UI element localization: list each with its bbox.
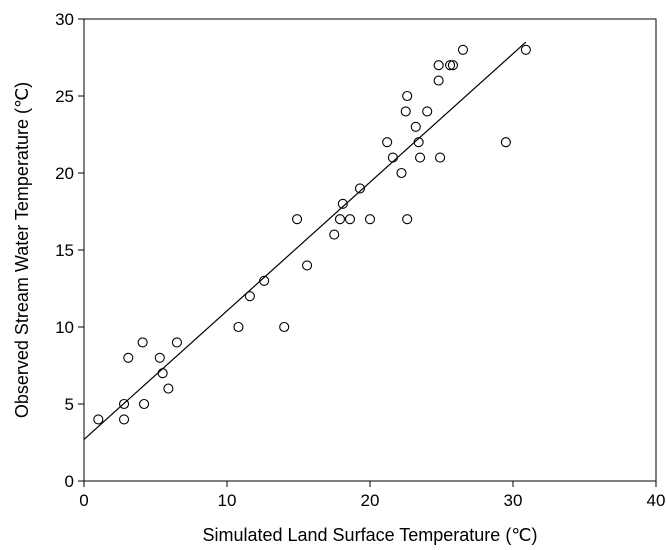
- x-tick-label: 30: [504, 491, 523, 510]
- data-point: [500, 137, 511, 148]
- data-point: [233, 321, 244, 333]
- data-point: [410, 121, 421, 132]
- data-point: [413, 137, 424, 148]
- data-point: [329, 229, 340, 240]
- data-point: [334, 214, 346, 225]
- data-point: [344, 214, 356, 225]
- data-point: [402, 214, 413, 225]
- y-tick-label: 30: [55, 10, 74, 29]
- x-tick-label: 10: [218, 491, 237, 510]
- data-point: [364, 214, 376, 225]
- data-point: [396, 167, 407, 179]
- data-point: [279, 321, 290, 333]
- data-point: [435, 152, 446, 163]
- data-point: [433, 60, 444, 71]
- data-point: [354, 183, 366, 194]
- data-point: [457, 44, 469, 55]
- x-tick-label: 40: [647, 491, 666, 510]
- data-point: [337, 198, 348, 209]
- y-axis-title: Observed Stream Water Temperature (℃): [12, 82, 32, 418]
- y-tick-label: 15: [55, 241, 74, 260]
- plot-frame: [83, 18, 657, 482]
- data-point: [402, 90, 413, 102]
- data-point: [244, 291, 255, 302]
- data-point: [123, 352, 134, 363]
- data-point: [387, 152, 398, 163]
- y-tick-label: 20: [55, 164, 74, 183]
- data-point: [118, 398, 130, 410]
- data-point: [400, 106, 411, 117]
- data-point: [447, 60, 458, 71]
- data-point: [163, 383, 174, 394]
- x-tick-label: 20: [361, 491, 380, 510]
- data-point: [445, 60, 456, 71]
- y-tick-label: 0: [65, 472, 74, 491]
- data-point: [433, 75, 444, 86]
- data-point: [139, 398, 150, 410]
- data-point: [302, 260, 313, 271]
- data-point: [414, 152, 426, 163]
- x-tick-label: 0: [79, 491, 88, 510]
- data-point: [137, 337, 148, 348]
- data-point: [259, 275, 270, 286]
- data-point: [171, 337, 182, 348]
- trend-line: [83, 41, 527, 440]
- y-tick-label: 5: [65, 395, 74, 414]
- data-point: [292, 214, 303, 225]
- data-point: [382, 137, 393, 148]
- data-point: [118, 414, 130, 425]
- y-tick-label: 25: [55, 87, 74, 106]
- data-points: [93, 44, 531, 425]
- axis-ticks: [78, 18, 657, 487]
- data-point: [422, 106, 433, 117]
- y-tick-label: 10: [55, 318, 74, 337]
- data-point: [157, 368, 168, 379]
- axis-tick-labels: 0 10 20 30 40 0 5 10 15 20 25 30: [55, 10, 665, 510]
- data-point: [93, 414, 104, 425]
- data-point: [154, 352, 165, 363]
- x-axis-title: Simulated Land Surface Temperature (℃): [202, 525, 537, 545]
- data-point: [520, 44, 531, 55]
